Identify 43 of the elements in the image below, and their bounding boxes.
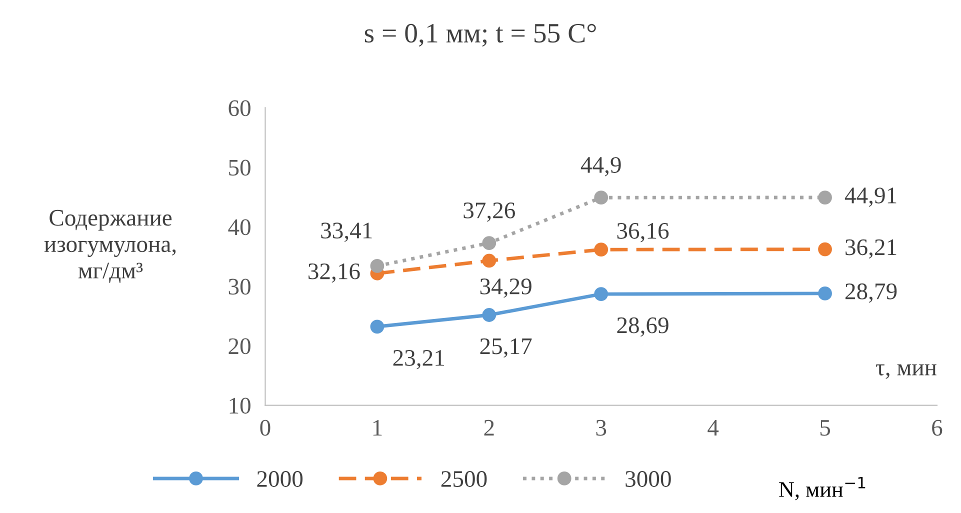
data-label: 23,21 [393,350,444,370]
x-tick-label: 4 [708,420,719,436]
point [370,320,384,334]
y-axis-title: Содержание изогумулона, мг/дм³ [44,210,176,283]
data-label: 28,79 [846,283,897,303]
legend-label: 2500 [441,471,487,487]
point [482,308,496,322]
chart-title: s = 0,1 мм; t = 55 С° [364,24,596,47]
x-tick-label: 2 [484,420,494,436]
point [482,236,496,250]
y-tick-label: 50 [229,160,250,176]
x-tick-label: 6 [932,420,942,436]
point [594,242,608,257]
data-label: 25,17 [480,338,532,358]
data-label: 36,21 [846,239,896,259]
x-axis-title: τ, мин [876,364,936,379]
data-label: 44,9 [580,157,621,176]
data-label: 28,69 [617,317,668,337]
x-tick-label: 3 [596,420,606,436]
point [818,190,832,204]
data-label: 37,26 [464,202,516,222]
y-tick-label: 40 [228,219,250,236]
legend-label: 2000 [257,471,303,487]
point [818,286,832,300]
y-tick-label: 10 [230,398,250,414]
data-label: 32,16 [308,263,360,283]
x-tick-label: 0 [260,420,270,436]
point [818,242,832,256]
y-tick-label: 60 [228,100,250,116]
y-tick-label: 30 [228,278,250,295]
legend-label: 3000 [626,471,671,487]
point [482,254,496,268]
data-label: 34,29 [480,278,532,298]
point [594,287,608,301]
x-tick-label: 5 [820,420,830,436]
data-label: 44,91 [844,188,896,207]
y-tick-label: 20 [228,338,250,354]
point [594,190,608,205]
data-label: 33,41 [321,222,372,242]
legend-title: N, мин$^{−1}$ [779,476,866,500]
data-label: 36,16 [617,222,669,242]
point [370,259,384,273]
x-tick-label: 1 [373,420,382,436]
